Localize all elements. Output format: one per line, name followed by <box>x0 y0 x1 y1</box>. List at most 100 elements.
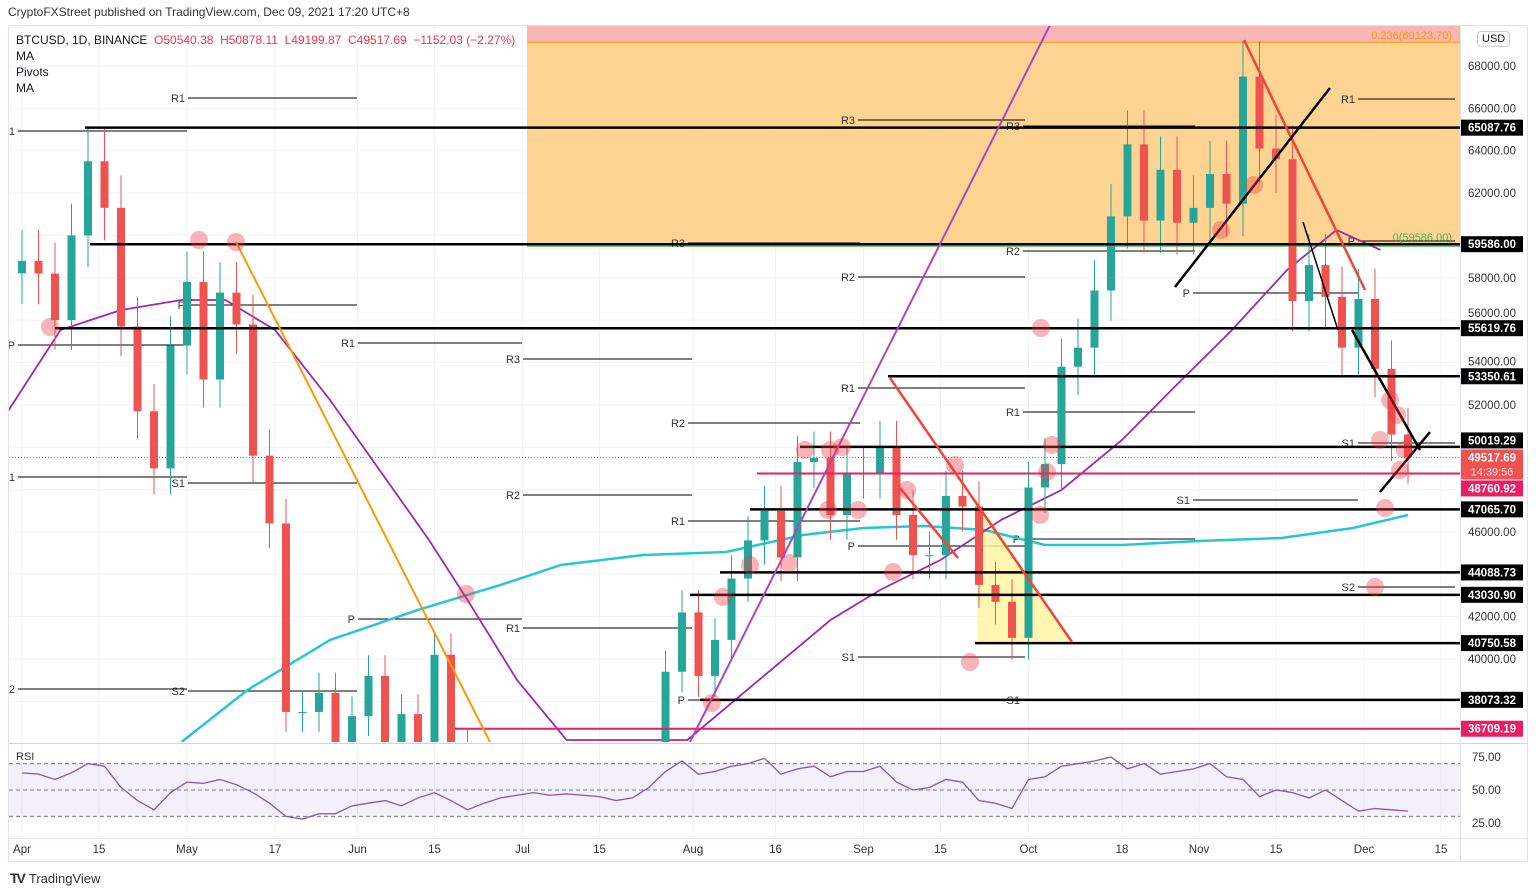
footer-brand: TradingView <box>28 870 101 886</box>
candle-body <box>166 345 175 469</box>
symbol-label[interactable]: BTCUSD, 1D, BINANCE <box>16 33 148 47</box>
candle-body <box>1354 298 1363 348</box>
candle <box>678 590 686 693</box>
candle-body <box>826 457 835 515</box>
candle <box>760 485 769 565</box>
horizontal-levels <box>9 126 1460 730</box>
purple-trendline <box>689 26 1051 742</box>
candle <box>876 420 884 499</box>
pivot-label: R1 <box>1 126 15 138</box>
indicator-pivots[interactable]: Pivots <box>16 65 49 79</box>
candle <box>1156 136 1165 253</box>
candle-body <box>430 654 439 742</box>
candle-body <box>942 495 950 556</box>
price-tags: 65087.76 59586.00 55619.76 53350.61 50019.29… <box>1461 119 1523 737</box>
pivot-label: P <box>348 614 355 626</box>
candle-body <box>1090 290 1099 348</box>
time-axis[interactable]: Apr 15 May 17 Jun 15 Jul 15 Aug 16 Sep 15 Oct 18 Nov 15… <box>13 844 1447 856</box>
candle <box>216 262 224 408</box>
candle-body <box>843 472 851 515</box>
candle <box>414 694 422 742</box>
currency-button[interactable]: USD <box>1477 31 1511 47</box>
candle-body <box>447 654 455 742</box>
candle <box>1305 234 1313 332</box>
time-tick-label: Dec <box>1354 844 1375 856</box>
touch-marker-circle <box>1043 436 1061 454</box>
open-value: O50540.38 <box>154 33 214 47</box>
close-value: C49517.69 <box>348 33 407 47</box>
candle <box>265 429 274 549</box>
pivot-label: S2 <box>2 684 15 696</box>
indicator-ma-200[interactable]: MA <box>16 81 34 95</box>
candle <box>612 816 620 850</box>
touch-marker-circle <box>946 456 964 474</box>
price-tick-label: 54000.00 <box>1468 356 1516 368</box>
level-price-tag <box>1461 368 1523 385</box>
pivot-label: P <box>678 695 685 707</box>
candle-body <box>661 671 670 742</box>
indicator-ma-50[interactable]: MA <box>16 49 34 63</box>
touch-marker-circle <box>457 585 475 603</box>
price-tick-label: 46000.00 <box>1468 527 1516 539</box>
candle-body <box>1239 76 1247 204</box>
candle <box>183 251 191 375</box>
red-trendline-sep <box>888 377 1074 643</box>
candle <box>51 242 59 350</box>
candle-body <box>1222 174 1231 204</box>
candle-body <box>67 235 76 321</box>
candle-body <box>1156 169 1165 221</box>
pivot-label: R3 <box>841 115 855 127</box>
candle <box>1288 125 1297 332</box>
candle-body <box>364 675 373 717</box>
candle-body <box>1321 265 1330 297</box>
level-price-tag <box>1461 320 1523 337</box>
level-price-label: 50019.29 <box>1468 435 1516 447</box>
candle-body <box>51 273 59 321</box>
candle-body <box>133 326 142 412</box>
fib-labels: 0.236(69123.70) 0(59586.00) <box>1371 30 1452 244</box>
candle-body <box>381 675 389 742</box>
candle-body <box>1024 487 1033 638</box>
candle-body <box>282 523 290 712</box>
pivot-label: R1 <box>671 516 685 528</box>
fibonacci-zone <box>527 26 1460 247</box>
time-tick-label: Nov <box>1189 844 1210 856</box>
candle <box>1255 40 1264 183</box>
candle-body <box>1371 298 1379 369</box>
candle <box>1024 461 1033 660</box>
touch-marker-circle <box>884 563 902 581</box>
level-price-label: 59586.00 <box>1468 239 1516 251</box>
level-price-tag <box>1461 480 1523 497</box>
candle <box>100 127 109 241</box>
touch-marker-circle <box>703 694 721 712</box>
price-tick-label: 56000.00 <box>1468 308 1516 320</box>
pivot-label: S2 <box>1342 582 1355 594</box>
candle-body <box>183 282 191 346</box>
pivot-label: P <box>8 340 15 352</box>
pivot-label: R1 <box>1341 94 1355 106</box>
candle-body <box>397 714 406 742</box>
candle <box>1140 110 1148 253</box>
moving-averages <box>9 228 1409 742</box>
candle <box>397 694 406 742</box>
rsi-line <box>21 756 1409 820</box>
candle-body <box>1338 296 1346 348</box>
touch-marker-circle <box>1388 406 1406 424</box>
candle <box>282 498 290 732</box>
time-tick-label: 15 <box>1435 844 1448 856</box>
touch-marker-circle <box>1381 391 1399 409</box>
candle-body <box>1074 347 1082 367</box>
level-price-tag <box>1461 586 1523 603</box>
touch-marker-circle <box>190 231 208 249</box>
pivot-label: R1 <box>1006 407 1020 419</box>
candle <box>694 590 703 697</box>
candle <box>892 420 901 540</box>
price-axis[interactable]: 68000.00 66000.00 64000.00 62000.00 58000.00… <box>1468 61 1516 666</box>
candle-body <box>150 411 158 469</box>
candle <box>942 470 950 580</box>
ohlc-row: BTCUSD, 1D, BINANCE O50540.38 H50878.11 … <box>16 32 515 48</box>
candle <box>661 650 670 742</box>
candle-body <box>1140 144 1148 221</box>
candle <box>133 297 142 439</box>
